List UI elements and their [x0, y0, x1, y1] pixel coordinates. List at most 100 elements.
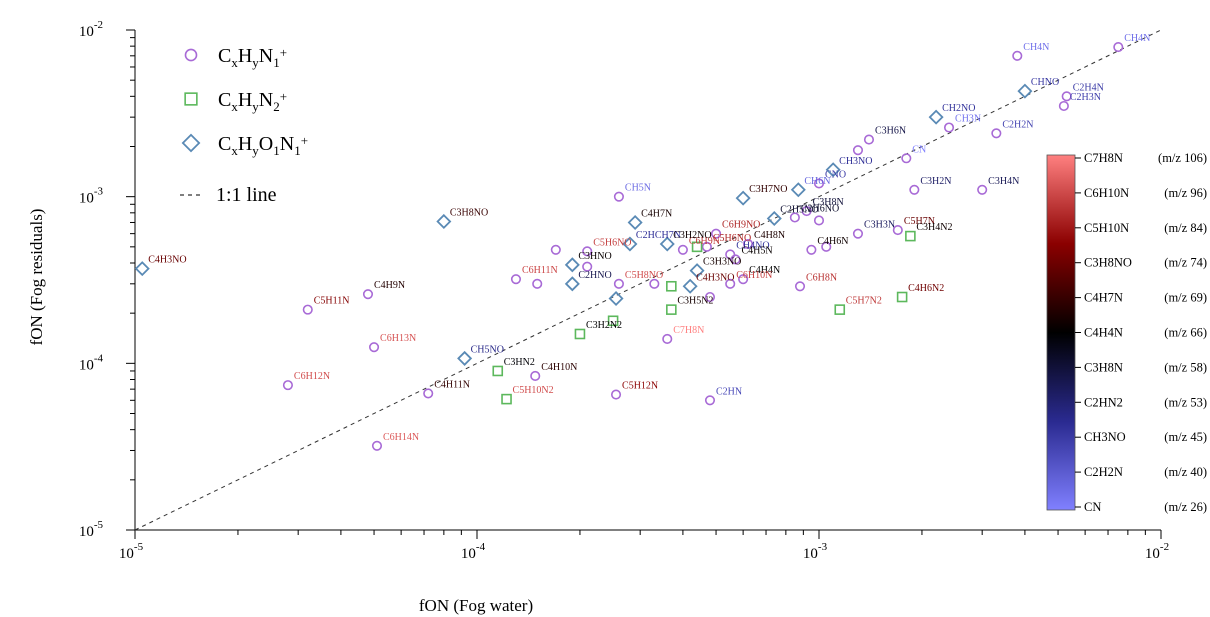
data-label: C7H8N [673, 325, 704, 336]
data-label: C2H3N [1070, 92, 1101, 103]
data-point-circle [738, 274, 749, 285]
data-label: C3H3N [864, 220, 895, 231]
legend-text-part: y [252, 143, 259, 158]
colorbar-label-name: C4H7N [1084, 291, 1123, 305]
data-label: C4H7N [641, 208, 672, 219]
colorbar-label-mz: (m/z 66) [1164, 326, 1207, 340]
data-point-diamond [564, 276, 580, 292]
colorbar-label-mz: (m/z 96) [1164, 186, 1207, 200]
data-point-circle [821, 241, 832, 252]
data-label: C2HCH7N [636, 230, 681, 241]
data-point-diamond [790, 182, 806, 198]
data-label: C6H12N [294, 371, 330, 382]
data-point-circle [892, 225, 903, 236]
data-label: C4H10N [541, 362, 577, 373]
data-label: C3H4N2 [916, 222, 952, 233]
reference-line-layer [134, 29, 1162, 531]
data-label: C3H8NO [450, 207, 488, 218]
data-point-circle [371, 440, 383, 451]
legend-text-part: O [259, 133, 273, 155]
data-point-circle [613, 191, 624, 202]
data-label: C5H8NO [625, 270, 663, 281]
data-point-circle [730, 254, 741, 265]
data-label: C5H10N2 [513, 385, 554, 396]
data-point-circle [677, 244, 688, 255]
legend-marker-diamond [181, 133, 201, 153]
colorbar-label-mz: (m/z 45) [1164, 430, 1207, 444]
data-point-diamond [627, 214, 643, 231]
data-label: CN [912, 144, 926, 155]
data-label: C6H9NO [722, 220, 760, 231]
legend-marker-square [184, 92, 198, 106]
legend-text-part: N [259, 89, 273, 111]
data-point-diamond [1017, 83, 1033, 99]
y-tick-exponent: -2 [94, 19, 103, 31]
y-tick-label: 10-2 [79, 19, 103, 40]
legend-text-part: 2 [273, 99, 280, 114]
data-label: C6H8N [806, 272, 837, 283]
data-label: C6H9N [689, 236, 720, 247]
x-tick-exponent: -5 [134, 541, 144, 553]
y-axis-title: fON (Fog residuals) [27, 209, 46, 346]
data-label: CH6N [804, 176, 830, 187]
legend-entry: CxHyO1N1+ [218, 133, 308, 158]
data-label: CH4NO [736, 240, 769, 251]
x-tick-base: 10 [1145, 546, 1160, 562]
y-tick-base: 10 [79, 524, 94, 540]
data-label: C4H9N [374, 280, 405, 291]
points-layer [134, 42, 1124, 451]
data-label: CH5NO [471, 344, 504, 355]
data-label: C6H13N [380, 333, 416, 344]
data-label: CH4N [1023, 42, 1049, 53]
data-point-circle [806, 244, 817, 255]
legend-text-superscript: + [301, 133, 308, 148]
data-point-circle [901, 153, 912, 164]
data-point-circle [813, 215, 825, 226]
legend-text-part: x [231, 99, 238, 114]
data-point-circle [530, 370, 541, 382]
data-point-square [896, 291, 908, 303]
legend-text-part: 1 [273, 55, 280, 70]
data-point-circle [704, 291, 716, 303]
data-point-circle [710, 228, 722, 239]
data-point-square [691, 241, 703, 253]
colorbar-label-mz: (m/z 40) [1164, 465, 1207, 479]
data-point-diamond [928, 109, 944, 125]
data-label: C4H6N2 [908, 283, 944, 294]
one-to-one-line [134, 29, 1162, 531]
data-point-circle [789, 212, 800, 223]
y-tick-exponent: -4 [94, 352, 104, 364]
data-label: CH3N [955, 114, 981, 125]
data-label: C4H4N [749, 265, 780, 276]
colorbar-label-mz: (m/z 84) [1164, 221, 1207, 235]
data-point-circle [662, 333, 673, 345]
data-label: C5H6NO [593, 237, 631, 248]
data-point-diamond [689, 263, 705, 279]
data-point-circle [704, 395, 716, 406]
data-label: C2H5NO [780, 204, 818, 215]
data-point-square [834, 304, 846, 315]
colorbar-label-mz: (m/z 69) [1164, 291, 1207, 305]
y-tick-exponent: -5 [94, 519, 104, 531]
data-point-circle [649, 278, 660, 289]
data-point-circle [582, 261, 593, 272]
legend-text-superscript: + [280, 89, 287, 104]
data-point-diamond [825, 162, 841, 178]
data-point-square [574, 328, 586, 340]
data-label: C3H2N2 [586, 320, 622, 331]
data-point-square [501, 393, 512, 405]
data-label: C3H7NO [749, 184, 787, 195]
data-point-circle [794, 281, 806, 292]
data-point-diamond [622, 236, 638, 252]
data-label: C6H10N [736, 270, 772, 281]
data-point-square [666, 280, 677, 292]
data-point-diamond [659, 236, 675, 252]
legend-marker-circle [184, 48, 198, 62]
legend-text-part: y [252, 55, 259, 70]
data-point-circle [610, 389, 622, 400]
data-label: C2H2N [1002, 119, 1033, 130]
legend-text-part: H [238, 89, 252, 111]
data-point-circle [1012, 50, 1023, 61]
legend-text-part: 1 [294, 143, 301, 158]
